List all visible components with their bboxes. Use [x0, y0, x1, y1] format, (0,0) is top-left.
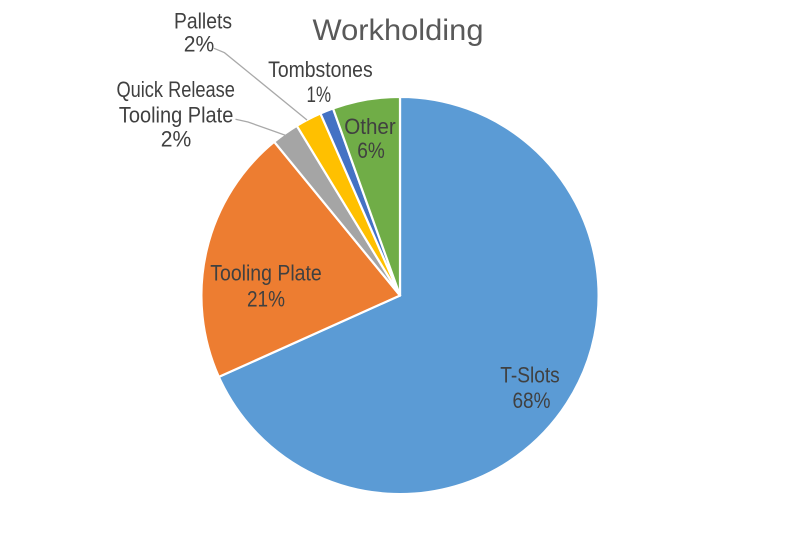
- svg-text:68%: 68%: [513, 388, 551, 413]
- svg-text:Pallets: Pallets: [174, 8, 232, 33]
- svg-text:Quick Release: Quick Release: [116, 77, 235, 102]
- svg-text:Tooling Plate: Tooling Plate: [119, 103, 234, 128]
- svg-text:Workholding: Workholding: [313, 14, 484, 47]
- svg-text:T-Slots: T-Slots: [500, 363, 560, 388]
- svg-text:2%: 2%: [161, 126, 192, 151]
- svg-text:2%: 2%: [184, 32, 215, 57]
- svg-text:Other: Other: [344, 114, 396, 139]
- svg-text:1%: 1%: [307, 82, 332, 107]
- svg-text:Tooling Plate: Tooling Plate: [210, 260, 322, 285]
- svg-text:Tombstones: Tombstones: [268, 57, 373, 82]
- svg-text:6%: 6%: [357, 138, 385, 163]
- svg-text:21%: 21%: [247, 287, 285, 312]
